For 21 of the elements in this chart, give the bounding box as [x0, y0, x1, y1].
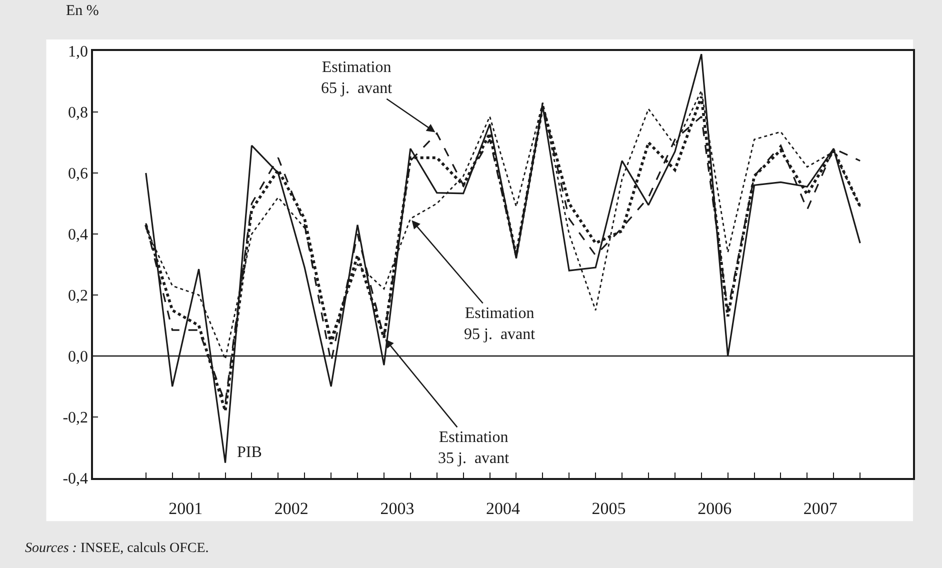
annotation: Estimation 95 j. avant	[464, 305, 536, 343]
annotation: Estimation 35 j. avant	[438, 429, 510, 467]
x-tick-label: 2007	[803, 499, 838, 518]
y-tick-label: 1,0	[68, 44, 88, 61]
y-axis-title: En %	[66, 3, 99, 19]
x-tick-label: 2001	[168, 499, 203, 518]
x-tick-label: 2004	[486, 499, 520, 518]
y-tick-label: 0,6	[68, 166, 88, 183]
y-tick-label: -0,4	[62, 470, 88, 488]
y-tick-label: 0,8	[68, 104, 88, 122]
annotation: PIB	[237, 444, 262, 461]
source-note: Sources : INSEE, calculs OFCE.	[25, 541, 209, 556]
y-tick-label: 0,0	[68, 348, 88, 366]
x-tick-label: 2002	[274, 499, 308, 518]
x-tick-label: 2003	[380, 499, 414, 518]
x-tick-label: 2005	[592, 499, 626, 518]
x-tick-label: 2006	[698, 499, 732, 518]
y-tick-label: 0,4	[68, 226, 88, 244]
y-tick-label: -0,2	[62, 410, 88, 427]
y-tick-label: 0,2	[68, 288, 88, 305]
annotation: Estimation 65 j. avant	[321, 59, 393, 97]
